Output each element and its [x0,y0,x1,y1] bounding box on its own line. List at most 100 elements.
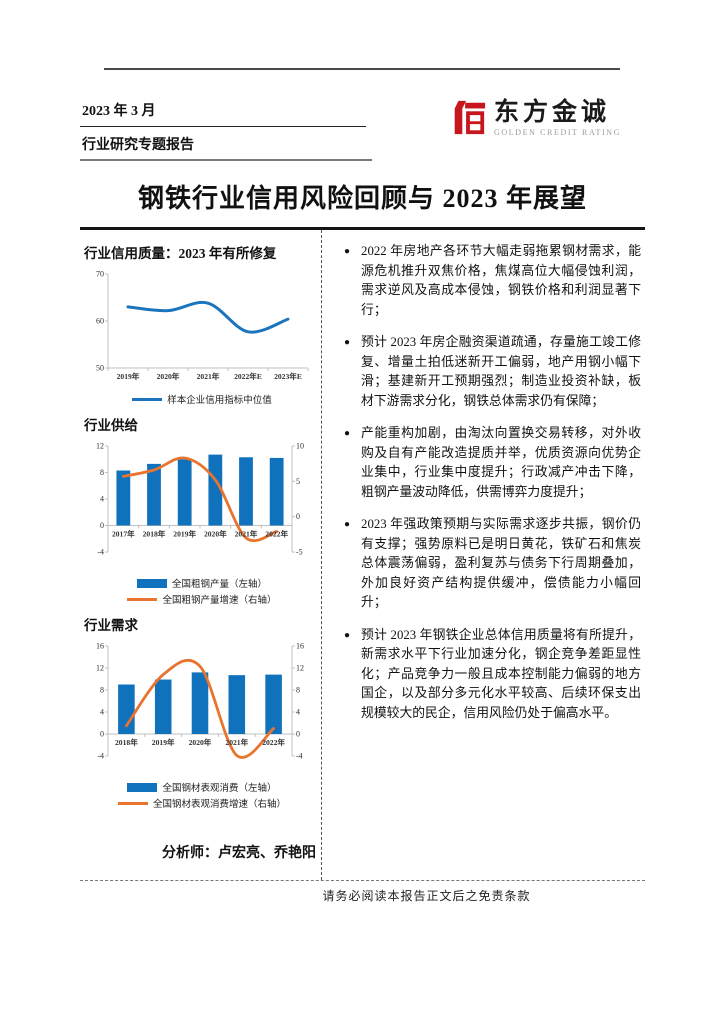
bullet-text: 预计 2023 年钢铁企业总体信用质量将有所提升，新需求水平下行业加速分化，钢企… [361,627,641,720]
svg-text:-4: -4 [296,752,303,761]
svg-text:16: 16 [96,642,104,651]
svg-text:2022年E: 2022年E [234,371,262,381]
chart-title: 行业信用质量：2023 年有所修复 [84,246,277,261]
legend-label: 全国钢材表观消费（左轴） [162,784,277,794]
bullet-text: 产能重构加剧，由淘汰向置换交易转移，对外收购及自有产能改造提质并举，优质资源向优… [361,426,641,499]
brand-name-en: GOLDEN CREDIT RATING [494,128,621,137]
supply-section: 行业供给 12 8 4 0 -4 10 5 0 -5 2017年 2018年 2019年 2020年 20… [84,408,320,608]
svg-text:2020年: 2020年 [157,371,180,381]
legend-label: 全国粗钢产量增速（右轴） [162,596,277,606]
legend-item: 全国粗钢产量增速（右轴） [127,592,277,606]
line-swatch-icon [117,801,148,805]
svg-text:2022年: 2022年 [265,529,288,539]
svg-text:12: 12 [96,664,104,673]
demand-chart: 16 12 8 4 0 -4 16 12 8 4 0 -4 2018年 2019年 2020年 2021年 20… [84,640,320,812]
chart-canvas: 70 60 50 2019年 2020年 2021年 2022年E 2023年E [96,270,309,381]
charts-column: 行业信用质量：2023 年有所修复 70 60 50 2019年 2020年 2021年 2… [80,230,320,880]
legend-item: 样本企业信用指标中位值 [132,392,272,406]
line-swatch-icon [132,397,163,401]
chart-legend: 样本企业信用指标中位值 [84,392,320,408]
svg-text:8: 8 [296,686,300,695]
legend-label: 全国钢材表观消费增速（右轴） [152,800,286,810]
bar-swatch-icon [127,782,158,792]
svg-text:10: 10 [296,442,304,451]
report-date: 2023 年 3 月 [82,104,156,119]
bullet-text: 预计 2023 年房企融资渠道疏通，存量施工竣工修复、增量土拍低迷新开工偏弱，地… [361,335,641,408]
svg-text:2018年: 2018年 [115,737,138,747]
disclaimer-note: 请务必阅读本报告正文后之免责条款 [322,889,531,903]
supply-chart: 12 8 4 0 -4 10 5 0 -5 2017年 2018年 2019年 2020年 2021年 20… [84,440,320,608]
brand-name-cn: 东方金诚 [494,99,611,126]
page-title: 钢铁行业信用风险回顾与 2023 年展望 [137,184,587,213]
svg-text:2021年: 2021年 [225,737,248,747]
demand-section: 行业需求 16 12 8 4 0 -4 16 12 8 4 0 -4 2018年 2019年 2020年 20… [84,608,320,812]
chart-canvas: 12 8 4 0 -4 10 5 0 -5 2017年 2018年 2019年 2020年 2021年 20… [96,442,304,557]
legend-item: 全国粗钢产量（左轴） [136,576,267,590]
svg-text:0: 0 [100,730,104,739]
chart-title: 行业需求 [84,618,138,633]
svg-text:16: 16 [296,642,304,651]
analysts-line: 分析师：卢宏亮、乔艳阳 [162,846,316,861]
credit-quality-chart: 70 60 50 2019年 2020年 2021年 2022年E 2023年E 样本企业信用… [84,268,320,408]
svg-text:8: 8 [100,686,104,695]
legend-label: 样本企业信用指标中位值 [167,396,272,406]
legend-item: 全国钢材表观消费（左轴） [127,780,277,794]
svg-text:4: 4 [100,708,104,717]
report-header: 2023 年 3 月 行业研究专题报告 东方金诚 GOLDEN CREDIT R… [80,96,645,164]
svg-text:0: 0 [296,512,300,521]
bar-swatch-icon [136,578,167,588]
svg-text:0: 0 [100,521,104,530]
svg-text:70: 70 [96,270,104,279]
svg-text:12: 12 [296,664,304,673]
svg-text:4: 4 [296,708,300,717]
svg-text:2017年: 2017年 [112,529,135,539]
title-divider [80,227,645,230]
logo-mark-icon [454,100,486,135]
date-underline [80,126,366,127]
svg-text:2021年: 2021年 [235,529,258,539]
bullet-item: ● 2023 年强政策预期与实际需求逐步共振，钢价仍有支撑；强势原料已是明日黄花，… [344,515,641,613]
svg-text:-5: -5 [296,548,303,557]
top-divider [104,68,620,70]
bullet-list: ● 2022 年房地产各环节大幅走弱拖累钢材需求，能源危机推升双焦价格，焦煤高位大… [344,242,641,723]
svg-text:-4: -4 [97,548,104,557]
svg-text:2019年: 2019年 [117,371,140,381]
bullet-icon: ● [344,519,351,530]
svg-text:60: 60 [96,317,104,326]
svg-text:2018年: 2018年 [143,529,166,539]
report-type-underline [80,159,372,161]
bullet-icon: ● [344,428,351,439]
svg-text:2019年: 2019年 [173,529,196,539]
svg-text:12: 12 [96,442,104,451]
svg-text:2019年: 2019年 [152,737,175,747]
report-type: 行业研究专题报告 [82,138,194,153]
chart-title: 行业供给 [84,418,138,433]
bullet-icon: ● [344,246,351,257]
bullet-item: ● 预计 2023 年房企融资渠道疏通，存量施工竣工修复、增量土拍低迷新开工偏弱，… [344,333,641,411]
chart-legend: 全国钢材表观消费（左轴） 全国钢材表观消费增速（右轴） [84,780,320,812]
svg-text:50: 50 [96,364,104,373]
bullet-text: 2022 年房地产各环节大幅走弱拖累钢材需求，能源危机推升双焦价格，焦煤高位大幅… [361,244,641,317]
bullet-icon: ● [344,629,351,641]
legend-item: 全国钢材表观消费增速（右轴） [117,796,286,810]
svg-text:5: 5 [296,477,300,486]
svg-text:2020年: 2020年 [189,737,212,747]
bullet-icon: ● [344,337,351,348]
svg-text:2022年: 2022年 [262,737,285,747]
bullet-item: ● 预计 2023 年钢铁企业总体信用质量将有所提升，新需求水平下行业加速分化，钢… [344,626,641,724]
bullet-item: ● 2022 年房地产各环节大幅走弱拖累钢材需求，能源危机推升双焦价格，焦煤高位大… [344,242,641,320]
brand-logo: 东方金诚 GOLDEN CREDIT RATING [449,98,621,137]
svg-text:8: 8 [100,468,104,477]
credit-quality-section: 行业信用质量：2023 年有所修复 70 60 50 2019年 2020年 2021年 2… [84,236,320,408]
svg-text:0: 0 [296,730,300,739]
column-divider [321,230,322,880]
legend-label: 全国粗钢产量（左轴） [171,580,267,590]
line-swatch-icon [127,597,158,601]
bullet-text: 2023 年强政策预期与实际需求逐步共振，钢价仍有支撑；强势原料已是明日黄花，铁… [361,517,641,609]
svg-text:2020年: 2020年 [204,529,227,539]
bullet-item: ● 产能重构加剧，由淘汰向置换交易转移，对外收购及自有产能改造提质并举，优质资源向… [344,424,641,502]
svg-text:2023年E: 2023年E [274,371,302,381]
svg-text:2021年: 2021年 [197,371,220,381]
footer-divider [80,880,645,881]
